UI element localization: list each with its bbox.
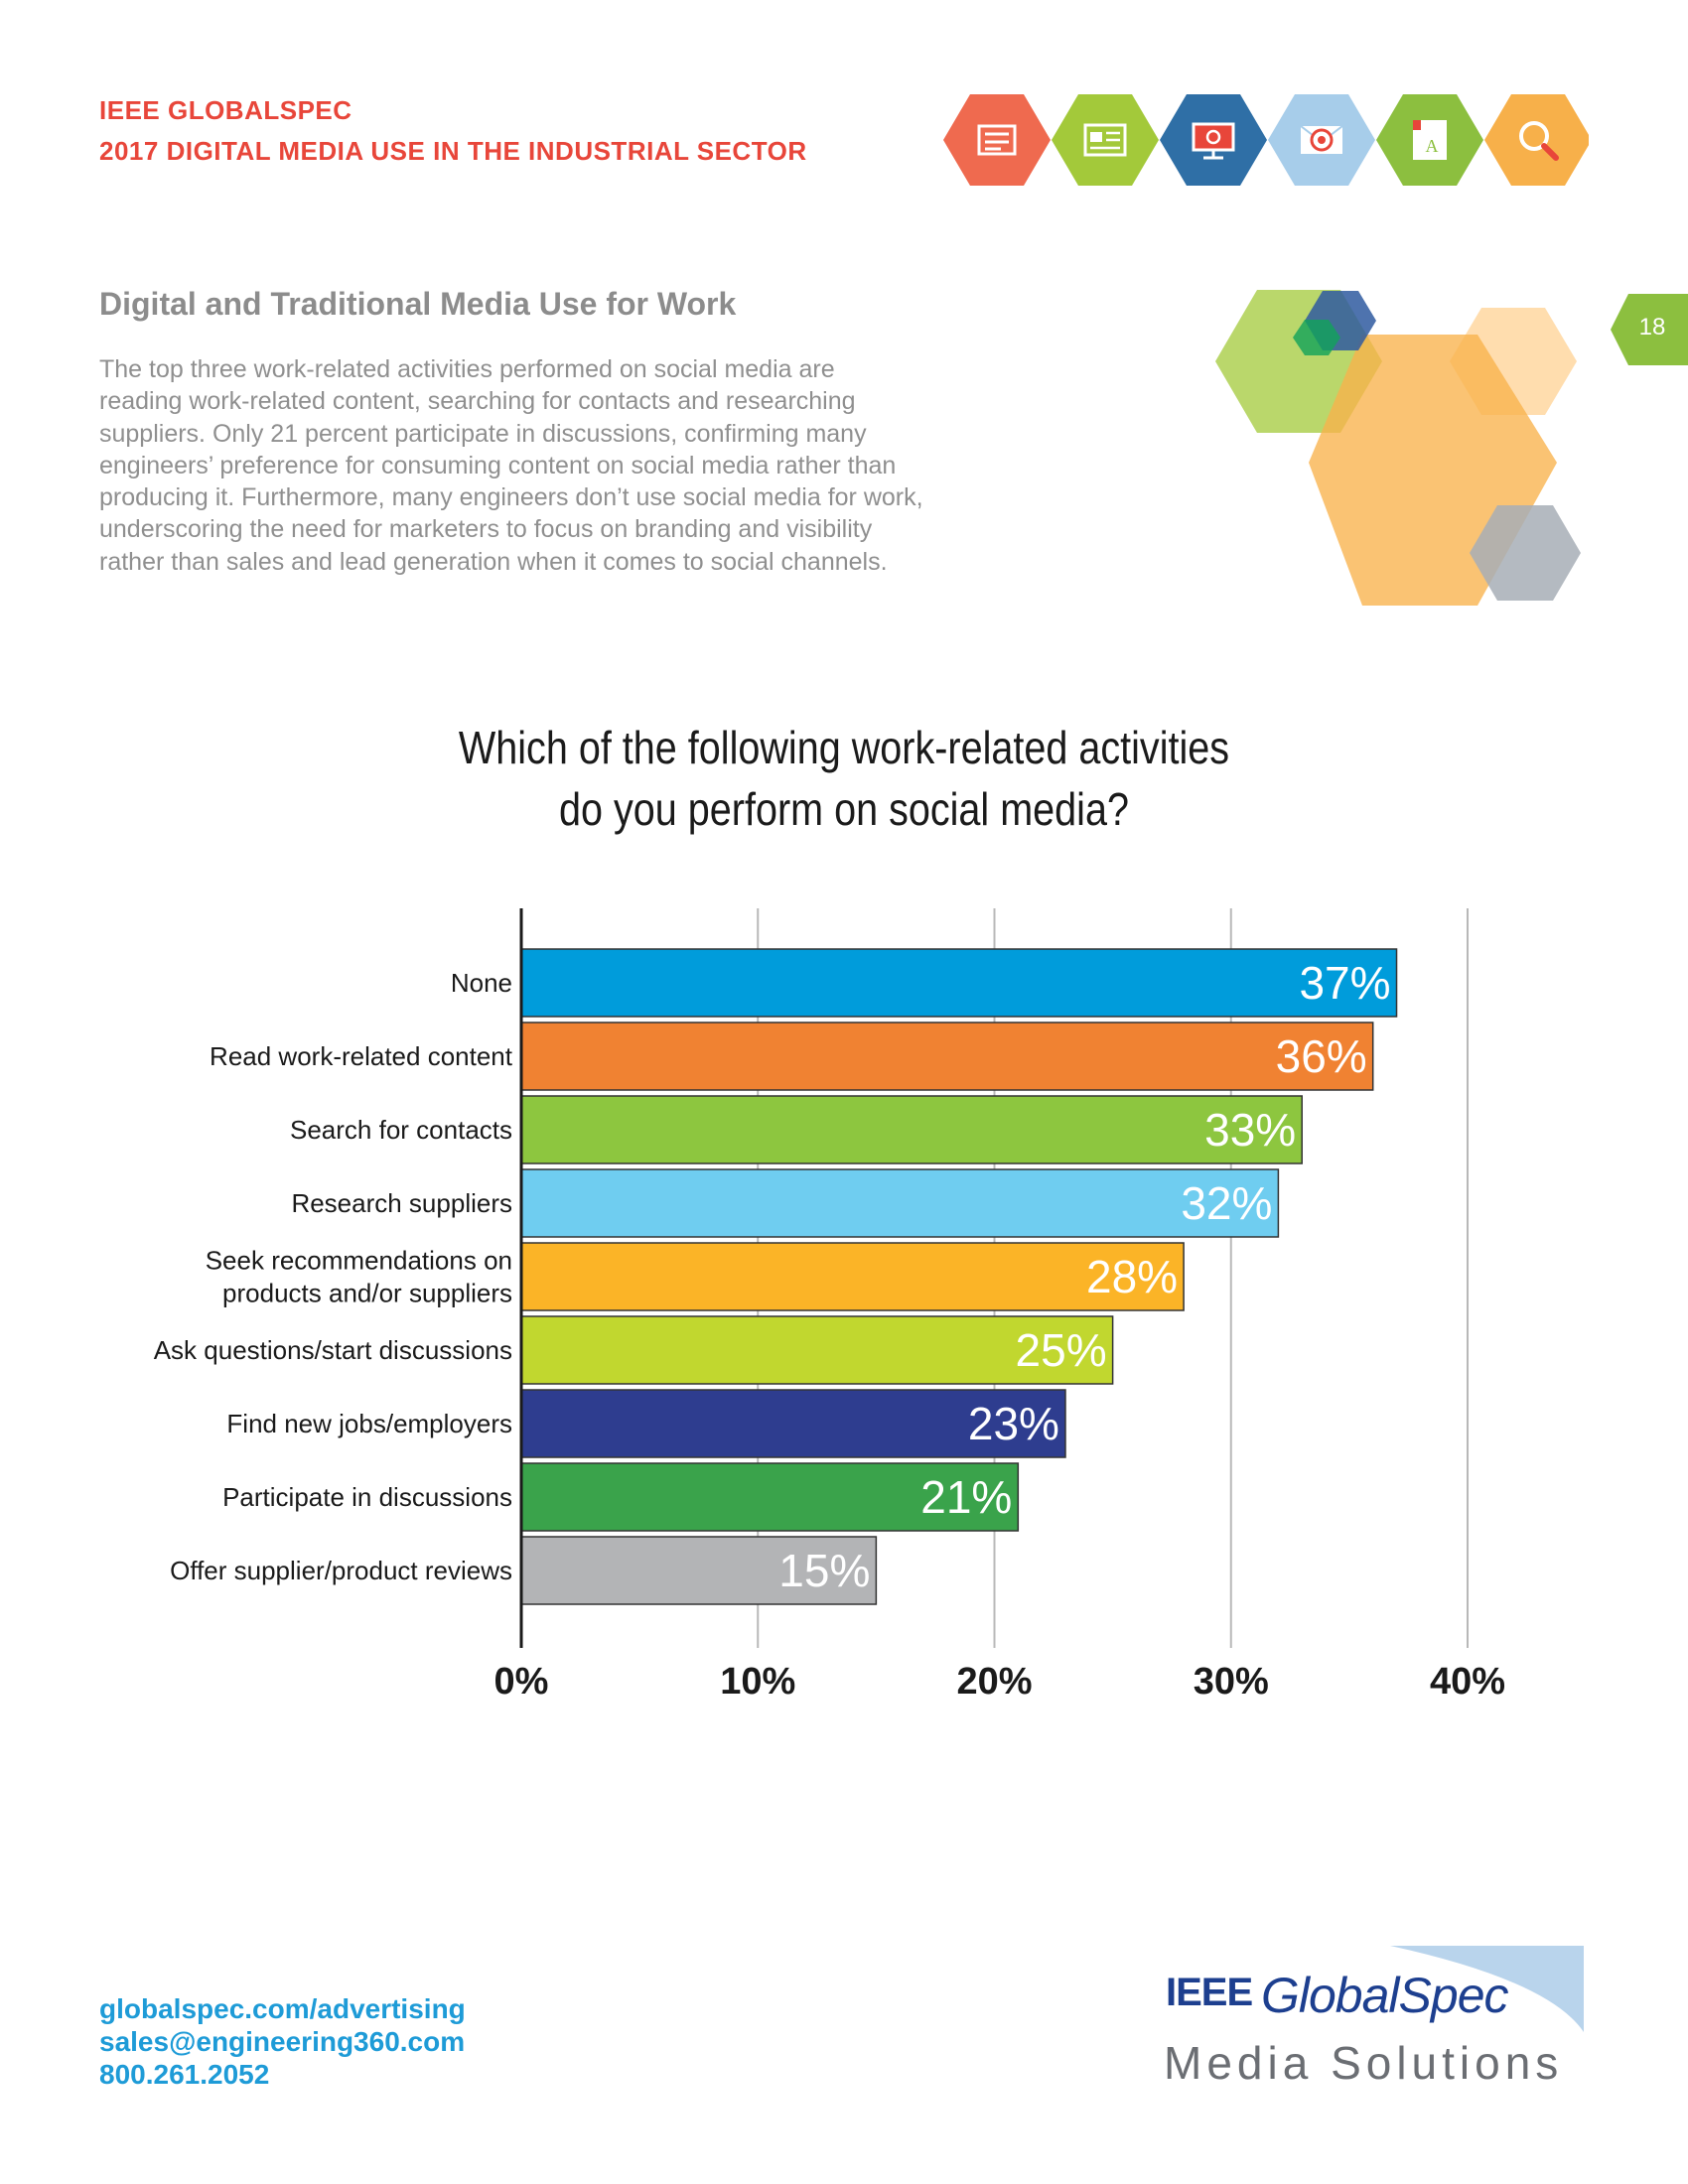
category-label: None (451, 968, 512, 998)
bar-value-label: 23% (968, 1398, 1059, 1449)
bar-value-label: 32% (1181, 1177, 1272, 1229)
logo-tagline: Media Solutions (1164, 2037, 1564, 2089)
search-icon (1484, 94, 1589, 186)
bar-value-label: 28% (1086, 1251, 1178, 1302)
bar (520, 1389, 1066, 1458)
logo-swoosh (1390, 1946, 1584, 2032)
newspaper-icon (943, 94, 1051, 186)
header-icon-row: A (943, 94, 1589, 186)
category-label: Read work-related content (210, 1041, 513, 1071)
page-tab (1611, 294, 1688, 365)
intro-line: rather than sales and lead generation wh… (99, 547, 888, 576)
bar (520, 1095, 1303, 1164)
intro-line: underscoring the need for marketers to f… (99, 515, 873, 544)
section-title: Digital and Traditional Media Use for Wo… (99, 286, 737, 322)
intro-line: The top three work-related activities pe… (99, 355, 835, 383)
report-title: 2017 DIGITAL MEDIA USE IN THE INDUSTRIAL… (99, 136, 807, 166)
bar (520, 1168, 1280, 1238)
x-tick-label: 10% (720, 1661, 795, 1703)
svg-text:A: A (1426, 136, 1439, 156)
bar-value-label: 21% (920, 1471, 1012, 1523)
intro-line: reading work-related content, searching … (99, 387, 856, 416)
bar-value-label: 36% (1276, 1030, 1367, 1082)
chart-title-line: do you perform on social media? (559, 783, 1129, 835)
website-link[interactable]: globalspec.com/advertising (99, 1993, 466, 2024)
monitor-icon (1160, 94, 1267, 186)
category-label: Offer supplier/product reviews (170, 1556, 512, 1585)
bar (520, 1022, 1374, 1091)
x-tick-label: 30% (1194, 1661, 1269, 1703)
category-label: Find new jobs/employers (226, 1409, 512, 1438)
bar (520, 1462, 1020, 1532)
bar-chart: None Read work-related content Search for … (154, 908, 1505, 1703)
report-publisher: IEEE GLOBALSPEC (99, 95, 352, 125)
x-tick-label: 40% (1430, 1661, 1505, 1703)
chart-title-line: Which of the following work-related acti… (458, 722, 1230, 773)
bar (520, 1242, 1185, 1311)
x-tick-label: 0% (494, 1661, 549, 1703)
bar-value-label: 33% (1204, 1104, 1296, 1156)
category-label: Seek recommendations on (206, 1246, 512, 1276)
x-tick-label: 20% (956, 1661, 1032, 1703)
category-label: Ask questions/start discussions (154, 1335, 512, 1365)
email-target-icon (1268, 94, 1375, 186)
intro-line: producing it. Furthermore, many engineer… (99, 483, 923, 512)
category-label: products and/or suppliers (222, 1279, 512, 1308)
bar (520, 948, 1398, 1018)
bar-value-label: 37% (1299, 957, 1390, 1009)
intro-line: engineers’ preference for consuming cont… (99, 451, 897, 479)
email-link[interactable]: sales@engineering360.com (99, 2026, 466, 2057)
category-label: Participate in discussions (222, 1482, 512, 1512)
book-icon: A (1376, 94, 1483, 186)
category-label: Search for contacts (290, 1115, 512, 1145)
bar-value-label: 25% (1016, 1324, 1107, 1376)
intro-line: suppliers. Only 21 percent participate i… (99, 419, 867, 448)
chart-title: Which of the following work-related acti… (298, 717, 1390, 840)
ieee-globalspec-logo: IEEE GlobalSpec Media Solutions (1162, 1941, 1589, 2100)
bar-value-label: 15% (778, 1545, 870, 1596)
category-label: Research suppliers (291, 1188, 512, 1218)
logo-ieee-text: IEEE (1166, 1971, 1253, 2014)
webpage-icon (1052, 94, 1159, 186)
intro-paragraph: The top three work-related activities pe… (99, 353, 1102, 578)
page-number: 18 (1638, 314, 1666, 341)
logo-brand-text: GlobalSpec (1261, 1968, 1508, 2023)
phone-link[interactable]: 800.261.2052 (99, 2059, 270, 2090)
decorative-hexagons (1215, 290, 1581, 606)
